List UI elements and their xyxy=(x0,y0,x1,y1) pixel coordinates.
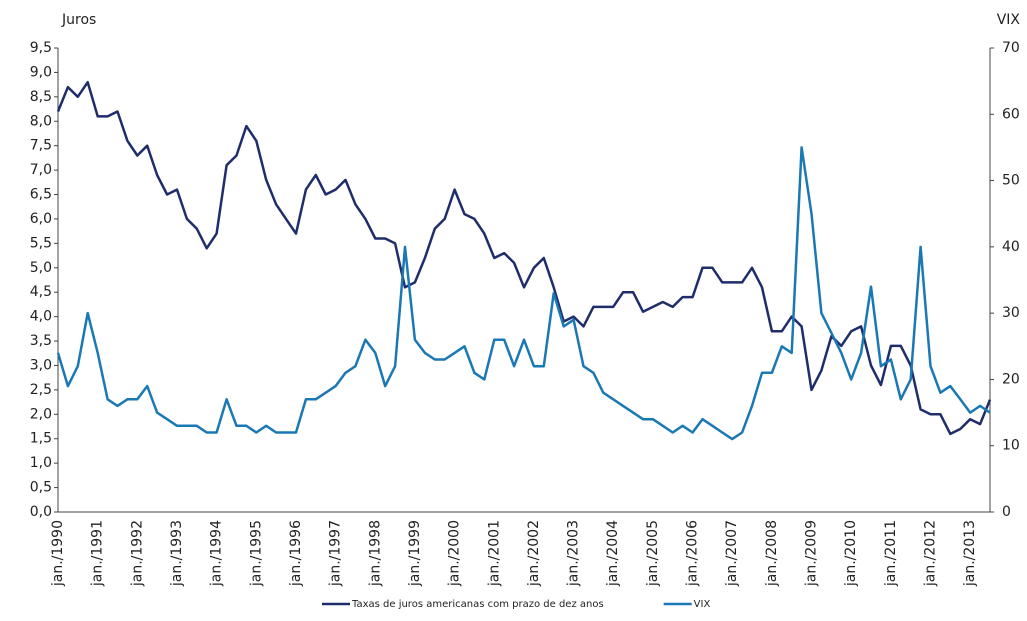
x-tick-label: jan./2008 xyxy=(764,520,780,587)
line-series xyxy=(56,80,992,436)
y-tick-label: 2,0 xyxy=(30,406,52,422)
y2-tick-label: 10 xyxy=(1002,438,1020,454)
y-tick-label: 5,5 xyxy=(30,235,52,251)
x-tick-label: jan./2007 xyxy=(724,520,740,587)
y-tick-label: 0,0 xyxy=(30,504,52,520)
x-tick-label: jan./2011 xyxy=(883,520,899,587)
x-tick-label: jan./1998 xyxy=(367,520,383,587)
y2-axis-label: VIX xyxy=(997,12,1021,28)
y2-tick-label: 60 xyxy=(1002,106,1020,122)
x-tick-label: jan./1993 xyxy=(169,520,185,587)
y-tick-label: 4,5 xyxy=(30,284,52,300)
y-tick-label: 9,0 xyxy=(30,64,52,80)
line-series xyxy=(56,146,991,441)
y2-tick-label: 50 xyxy=(1002,173,1020,189)
y-tick-label: 7,5 xyxy=(30,138,52,154)
x-tick-label: jan./2005 xyxy=(645,520,661,587)
x-tick-label: jan./2006 xyxy=(685,520,701,587)
x-tick-label: jan./1996 xyxy=(288,520,304,587)
y-tick-label: 7,0 xyxy=(30,162,52,178)
x-tick-label: jan./2002 xyxy=(526,520,542,587)
legend-label: VIX xyxy=(694,599,711,610)
y-tick-label: 6,0 xyxy=(30,211,52,227)
y-tick-label: 0,5 xyxy=(30,480,52,496)
x-tick-label: jan./1992 xyxy=(129,520,145,587)
x-tick-label: jan./2012 xyxy=(923,520,939,587)
x-tick-label: jan./1991 xyxy=(90,520,106,587)
y-tick-label: 1,5 xyxy=(30,431,52,447)
y-tick-label: 8,0 xyxy=(30,113,52,129)
y2-tick-label: 0 xyxy=(1002,504,1011,520)
x-tick-label: jan./2000 xyxy=(447,520,463,587)
y-tick-label: 9,5 xyxy=(30,40,52,56)
y2-tick-label: 70 xyxy=(1002,40,1020,56)
y-tick-label: 5,0 xyxy=(30,260,52,276)
x-tick-label: jan./2004 xyxy=(605,520,621,587)
y2-tick-label: 20 xyxy=(1002,371,1020,387)
x-tick-label: jan./2010 xyxy=(843,520,859,587)
y-tick-label: 4,0 xyxy=(30,309,52,325)
x-tick-label: jan./1994 xyxy=(209,520,225,587)
y-tick-label: 8,5 xyxy=(30,89,52,105)
y-tick-label: 1,0 xyxy=(30,455,52,471)
y-tick-label: 3,5 xyxy=(30,333,52,349)
y-tick-label: 6,5 xyxy=(30,187,52,203)
legend-label: Taxas de juros americanas com prazo de d… xyxy=(351,599,604,610)
x-tick-label: jan./2009 xyxy=(804,520,820,587)
x-tick-label: jan./2013 xyxy=(962,520,978,587)
y-tick-label: 2,5 xyxy=(30,382,52,398)
y2-tick-label: 30 xyxy=(1002,305,1020,321)
y-axis-label: Juros xyxy=(61,12,96,28)
x-tick-label: jan./2003 xyxy=(566,520,582,587)
y-tick-label: 3,0 xyxy=(30,357,52,373)
x-tick-label: jan./1999 xyxy=(407,520,423,587)
x-tick-label: jan./1990 xyxy=(50,520,66,587)
y2-tick-label: 40 xyxy=(1002,239,1020,255)
x-tick-label: jan./2001 xyxy=(486,520,502,587)
x-tick-label: jan./1995 xyxy=(248,520,264,587)
x-tick-label: jan./1997 xyxy=(328,520,344,587)
